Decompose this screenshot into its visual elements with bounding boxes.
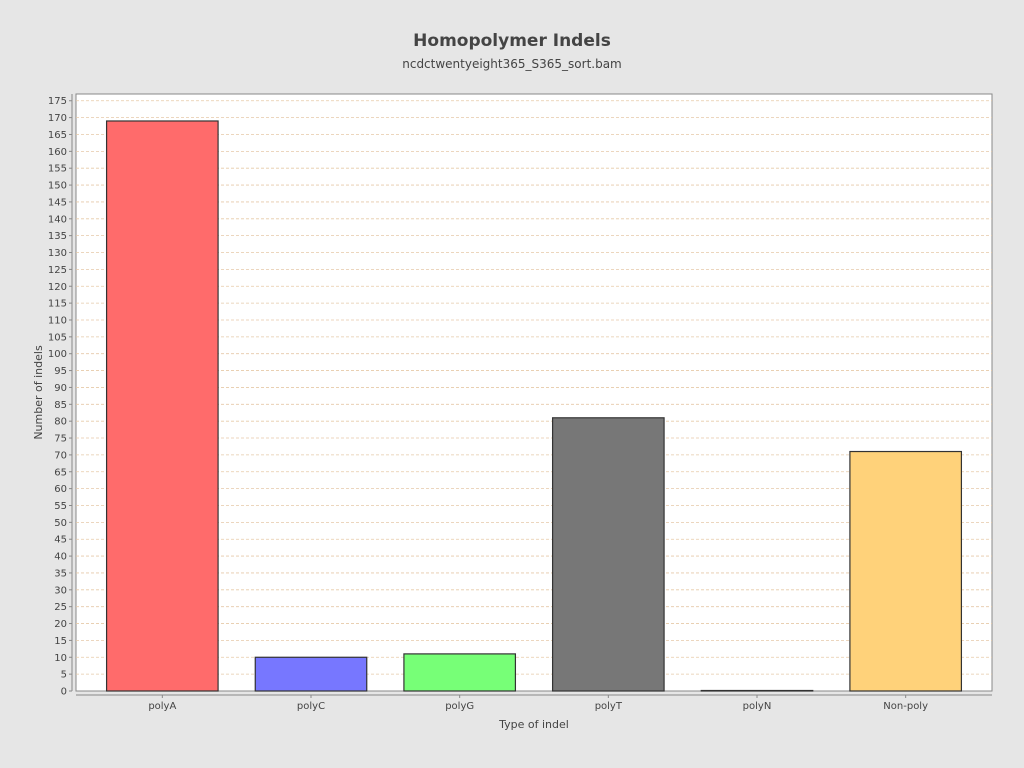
y-tick-label: 80 bbox=[54, 417, 67, 428]
y-tick-label: 10 bbox=[54, 653, 67, 664]
y-tick-label: 60 bbox=[54, 484, 67, 495]
y-tick-label: 65 bbox=[54, 467, 67, 478]
y-tick-label: 55 bbox=[54, 501, 67, 512]
y-tick-label: 20 bbox=[54, 619, 67, 630]
y-tick-label: 165 bbox=[48, 130, 67, 141]
bars bbox=[105, 120, 963, 692]
bar-polyt bbox=[551, 417, 665, 692]
y-tick-label: 40 bbox=[54, 552, 67, 563]
y-tick-label: 150 bbox=[48, 181, 67, 192]
y-tick-label: 130 bbox=[48, 248, 67, 259]
y-tick-label: 90 bbox=[54, 383, 67, 394]
y-tick-label: 95 bbox=[54, 366, 67, 377]
bar-polyg bbox=[403, 653, 517, 692]
x-tick-label: Non-poly bbox=[883, 701, 928, 712]
y-tick-label: 85 bbox=[54, 400, 67, 411]
x-tick-label: polyG bbox=[445, 701, 474, 712]
y-tick-label: 105 bbox=[48, 332, 67, 343]
x-axis-label: Type of indel bbox=[498, 718, 569, 731]
bar-polya bbox=[105, 120, 219, 692]
y-axis-label: Number of indels bbox=[32, 345, 45, 440]
plot-background bbox=[75, 93, 993, 692]
y-tick-label: 0 bbox=[61, 687, 67, 698]
bar-non-poly bbox=[849, 450, 963, 692]
y-tick-label: 15 bbox=[54, 636, 67, 647]
y-tick-label: 100 bbox=[48, 349, 67, 360]
y-tick-label: 145 bbox=[48, 197, 67, 208]
y-tick-label: 170 bbox=[48, 113, 67, 124]
chart-title: Homopolymer Indels bbox=[413, 31, 611, 51]
y-tick-label: 175 bbox=[48, 96, 67, 107]
y-tick-label: 160 bbox=[48, 147, 67, 158]
x-tick-label: polyA bbox=[148, 701, 176, 712]
y-tick-label: 30 bbox=[54, 585, 67, 596]
y-tick-label: 25 bbox=[54, 602, 67, 613]
y-tick-label: 155 bbox=[48, 164, 67, 175]
y-tick-label: 75 bbox=[54, 434, 67, 445]
x-tick-label: polyN bbox=[743, 701, 772, 712]
chart-subtitle: ncdctwentyeight365_S365_sort.bam bbox=[402, 57, 622, 71]
y-tick-label: 135 bbox=[48, 231, 67, 242]
y-tick-label: 125 bbox=[48, 265, 67, 276]
bar-polyc bbox=[254, 656, 368, 692]
y-tick-label: 35 bbox=[54, 568, 67, 579]
y-tick-label: 140 bbox=[48, 214, 67, 225]
y-tick-label: 70 bbox=[54, 450, 67, 461]
x-tick-label: polyC bbox=[297, 701, 325, 712]
y-tick-label: 110 bbox=[48, 315, 67, 326]
y-tick-label: 45 bbox=[54, 535, 67, 546]
y-tick-label: 50 bbox=[54, 518, 67, 529]
x-ticks: polyA polyC polyG polyT polyN Non-poly bbox=[148, 695, 928, 712]
bar-polyn bbox=[700, 689, 814, 692]
y-tick-label: 120 bbox=[48, 282, 67, 293]
grid-lines bbox=[76, 100, 992, 675]
x-tick-label: polyT bbox=[595, 701, 623, 712]
y-ticks: 0 5 10 15 20 25 30 35 40 45 50 55 60 65 70 75 80 85 90 95 10… bbox=[48, 96, 72, 698]
y-tick-label: 115 bbox=[48, 299, 67, 310]
y-tick-label: 5 bbox=[61, 670, 67, 681]
